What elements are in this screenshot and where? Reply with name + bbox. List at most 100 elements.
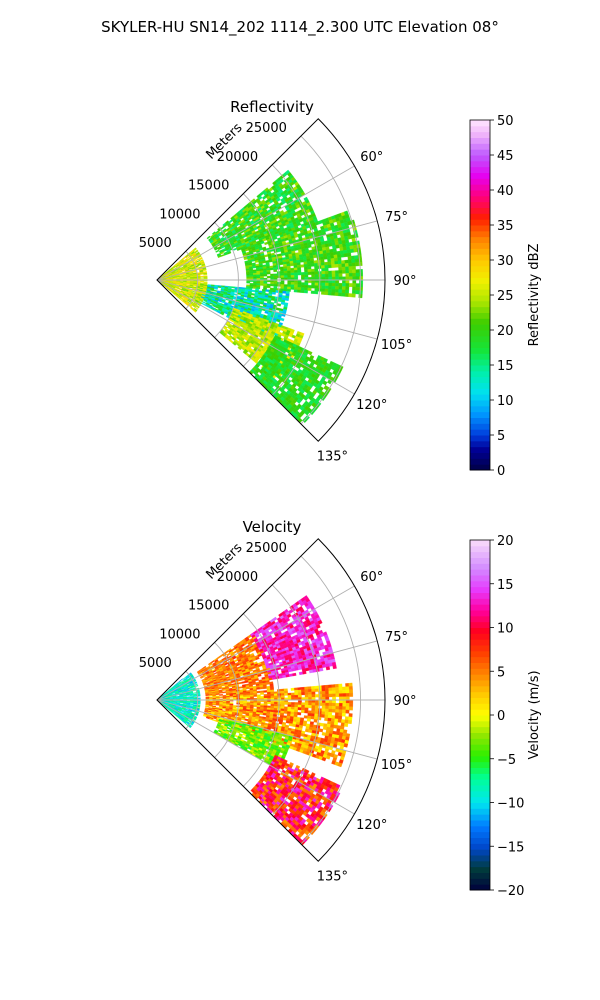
radar-cell <box>347 259 353 264</box>
radar-cell <box>313 260 318 264</box>
radar-cell <box>200 281 205 283</box>
colorbar-tick-label: 50 <box>497 114 514 129</box>
radar-cell <box>345 289 350 294</box>
radar-cell <box>266 285 271 289</box>
radar-cell <box>261 260 266 264</box>
radar-cell <box>186 276 191 279</box>
radar-cell <box>327 258 332 263</box>
colorbar-segment <box>470 207 490 214</box>
radar-cell <box>355 272 360 277</box>
colorbar-segment <box>470 155 490 162</box>
radar-cell <box>290 282 295 285</box>
colorbar-segment <box>470 411 490 418</box>
angle-tick-label: 120° <box>356 398 387 413</box>
radar-cell <box>314 268 319 272</box>
radar-cell <box>307 269 312 273</box>
radar-cell <box>303 290 308 294</box>
panel-title: Velocity <box>243 518 302 536</box>
radar-cell <box>341 292 346 297</box>
radar-cell <box>333 254 338 259</box>
radar-cell <box>335 286 339 290</box>
radar-cell <box>293 265 298 269</box>
colorbar-segment <box>470 265 490 273</box>
radar-cell <box>314 285 319 289</box>
radar-cell <box>320 259 325 263</box>
radar-cell <box>352 283 357 288</box>
colorbar-tick-label: 45 <box>497 149 514 164</box>
colorbar-segment <box>470 376 490 383</box>
colorbar-tick-label: 25 <box>497 289 514 304</box>
radar-cell <box>252 265 257 269</box>
colorbar-segment <box>470 306 490 313</box>
radar-cell <box>280 275 285 278</box>
colorbar-segment <box>470 312 490 319</box>
colorbar-segment <box>470 125 490 133</box>
angle-tick-label: 90° <box>393 274 416 289</box>
radar-cell <box>354 258 359 263</box>
colorbar-segment <box>470 120 490 127</box>
colorbar-segment <box>470 131 490 138</box>
radar-cell <box>273 273 278 277</box>
radar-cell <box>348 276 353 281</box>
radar-cell <box>338 263 343 268</box>
colorbar-segment <box>470 149 490 156</box>
radar-cell <box>284 297 289 301</box>
radar-cell <box>263 281 268 284</box>
radar-cell <box>310 290 315 294</box>
radar-cell <box>271 291 276 295</box>
radar-cell <box>304 274 309 278</box>
radar-cell <box>314 282 319 286</box>
radar-cell <box>301 282 305 286</box>
radar-cell <box>310 260 315 265</box>
radar-cell <box>251 289 256 293</box>
radar-cell <box>314 271 319 275</box>
radar-cell <box>203 278 208 280</box>
radar-cell <box>351 262 356 267</box>
radar-cell <box>339 250 345 255</box>
radar-cell <box>338 270 343 274</box>
radar-cell <box>287 284 292 288</box>
radar-cell <box>266 283 271 287</box>
radar-cell <box>245 686 250 690</box>
radar-cell <box>289 263 294 267</box>
radar-cell <box>347 255 352 261</box>
angle-tick-label: 60° <box>360 150 383 165</box>
colorbar-segment <box>470 184 490 191</box>
radar-cell <box>346 249 351 254</box>
colorbar-segment <box>470 423 490 430</box>
radar-cell <box>348 269 353 274</box>
radar-cell <box>324 291 329 296</box>
radar-cell <box>273 281 278 285</box>
colorbar-segment <box>470 365 490 372</box>
radar-cell <box>282 290 287 294</box>
radar-cell <box>328 273 333 278</box>
radar-cell <box>294 284 298 288</box>
radar-cell <box>246 276 251 279</box>
radar-cell <box>297 272 302 276</box>
radar-cell <box>290 275 295 278</box>
colorbar-segment <box>470 190 490 197</box>
radar-cell <box>263 274 268 277</box>
radar-cell <box>227 251 232 255</box>
radar-cell <box>300 287 305 291</box>
radar-cell <box>334 289 339 293</box>
radar-cell <box>355 283 360 288</box>
radar-cell <box>283 284 288 287</box>
radar-cell <box>311 282 316 286</box>
radar-cell <box>273 275 278 279</box>
radar-cell <box>331 264 336 268</box>
colorbar-segment <box>470 230 490 238</box>
radar-cell <box>246 281 251 284</box>
figure-title: SKYLER-HU SN14_202 1114_2.300 UTC Elevat… <box>101 18 499 37</box>
radar-cell <box>321 282 326 287</box>
radar-cell <box>311 268 315 273</box>
colorbar-segment <box>470 248 490 255</box>
colorbar-segment <box>470 236 490 243</box>
radar-cell <box>326 255 331 260</box>
colorbar-segment <box>470 347 490 354</box>
radial-tick-label: 15000 <box>188 179 229 194</box>
radar-cell <box>327 264 332 269</box>
radar-cell <box>338 273 343 277</box>
radar-cell <box>314 265 319 270</box>
